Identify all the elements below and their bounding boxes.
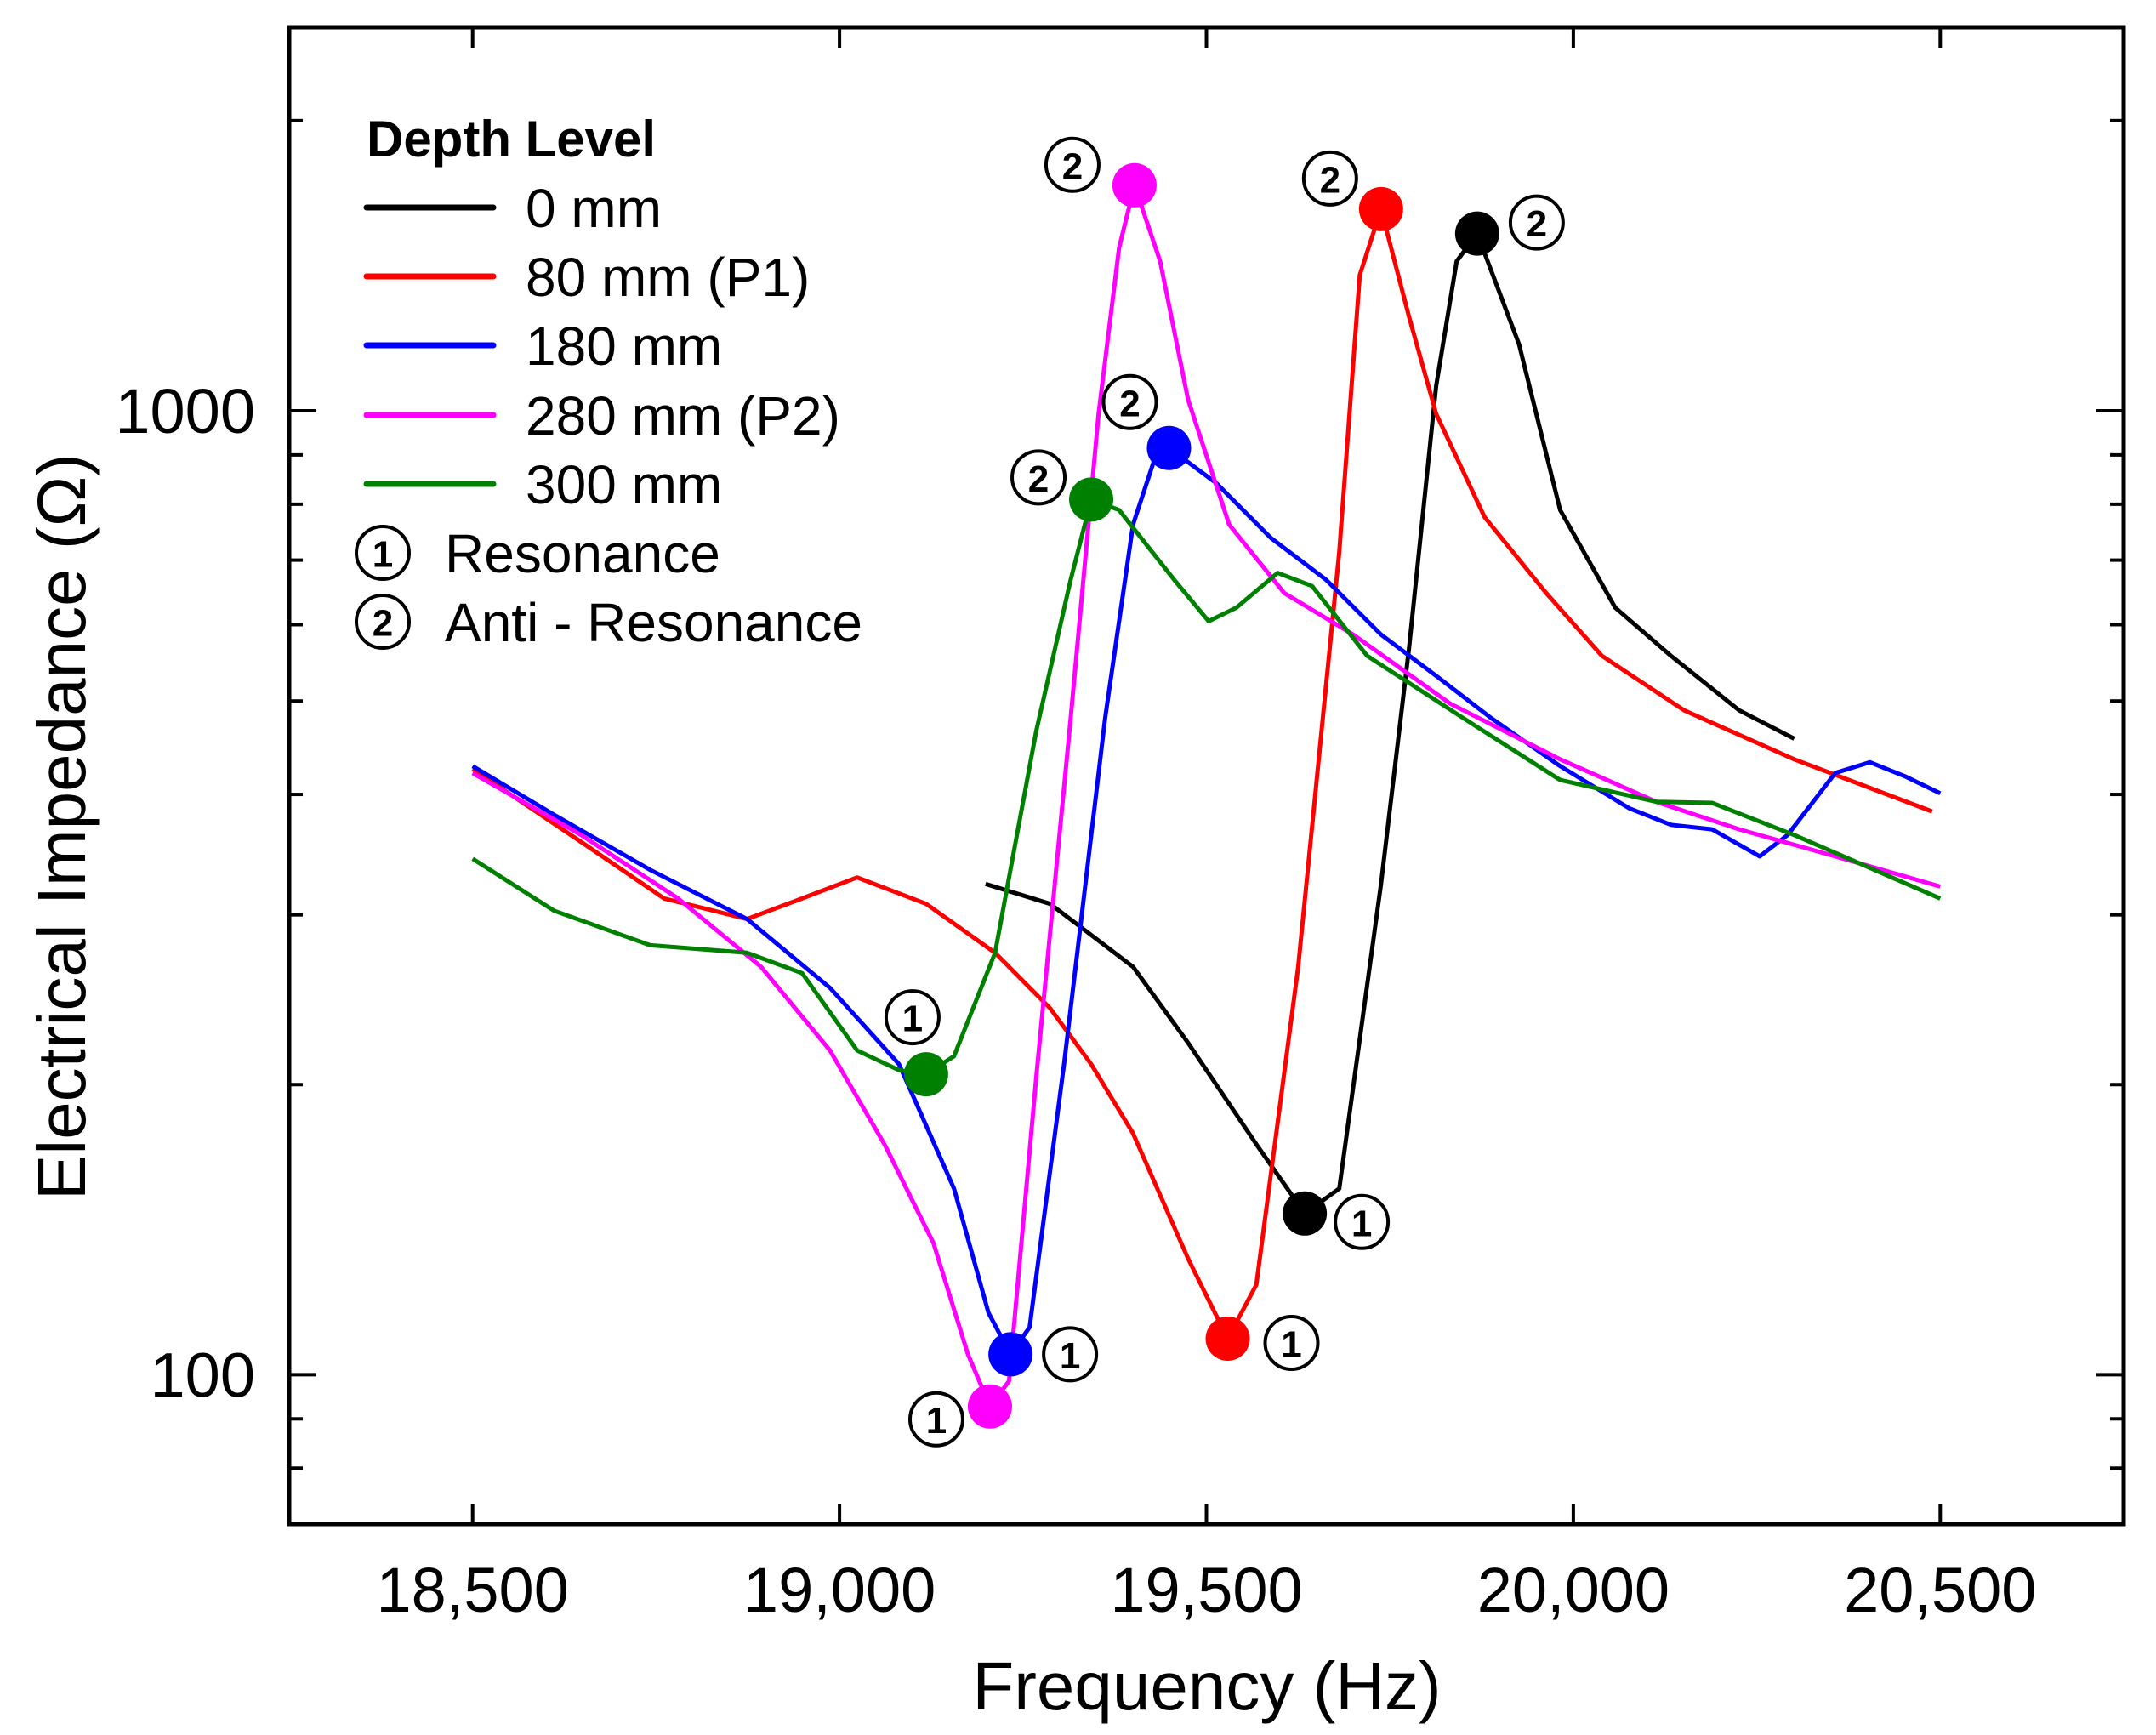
circled-number-icon [1334, 1193, 1391, 1250]
x-axis-title: Frequency (Hz) [972, 1648, 1441, 1724]
legend-entry-label: 300 mm [526, 454, 722, 515]
plot-frame [287, 25, 2126, 1527]
legend: Depth Level 0 mm 80 mm (P1) 180 mm 280 mm (… [355, 111, 862, 653]
x-tick-label: 19,000 [743, 1555, 936, 1625]
resonance-marker [967, 1384, 1012, 1429]
legend-marker-symbol: 2 [373, 603, 393, 645]
legend-entry-label: 180 mm [526, 316, 722, 377]
y-tick-label: 1000 [115, 376, 255, 447]
x-tick-label: 19,500 [1110, 1555, 1302, 1625]
legend-entry-label: 80 mm (P1) [526, 247, 810, 308]
circled-number-icon [355, 525, 411, 581]
anti-resonance-marker [1112, 162, 1157, 208]
x-tick-label: 20,000 [1477, 1555, 1670, 1625]
series-line-0-mm [985, 231, 1795, 1216]
anti-resonance-marker [1454, 211, 1499, 256]
resonance-label: 1 [926, 1400, 947, 1442]
anti_resonance-label: 2 [1119, 383, 1140, 424]
anti-resonance-marker [1358, 186, 1403, 231]
anti_resonance-label: 2 [1527, 203, 1547, 245]
resonance-marker [903, 1052, 948, 1097]
resonance-marker [988, 1332, 1033, 1377]
anti_resonance-label: 2 [1062, 145, 1083, 187]
resonance-label: 1 [1351, 1203, 1372, 1244]
circled-number-icon [1042, 1326, 1099, 1383]
series-lines [471, 183, 1942, 1409]
resonance-label: 1 [1060, 1335, 1080, 1377]
point-markers: 1 2 1 2 1 2 1 2 1 2 [884, 136, 1565, 1448]
legend-marker-label: Anti - Resonance [445, 592, 862, 653]
circled-number-icon [907, 1391, 964, 1448]
legend-title: Depth Level [367, 111, 656, 168]
anti-resonance-marker [1146, 425, 1192, 470]
legend-entry-label: 280 mm (P2) [526, 385, 840, 447]
series-line-280-mm-p2- [471, 183, 1941, 1409]
legend-marker-symbol: 1 [373, 534, 393, 576]
circled-number-icon [1044, 136, 1101, 193]
circled-number-icon [884, 989, 941, 1046]
axis-ticks: 18,500 19,000 19,500 20,000 20,500 100 1000 [115, 27, 2124, 1625]
legend-marker-label: Resonance [445, 523, 720, 584]
anti_resonance-label: 2 [1320, 159, 1340, 201]
circled-number-icon [355, 594, 411, 650]
resonance-marker [1205, 1317, 1250, 1362]
circled-number-icon [1101, 373, 1158, 430]
x-tick-label: 18,500 [377, 1555, 569, 1625]
anti_resonance-label: 2 [1028, 458, 1049, 500]
x-tick-label: 20,500 [1844, 1555, 2036, 1625]
legend-entry-label: 0 mm [526, 178, 662, 239]
circled-number-icon [1301, 150, 1358, 207]
y-tick-label: 100 [151, 1340, 255, 1410]
resonance-label: 1 [1281, 1324, 1301, 1366]
circled-number-icon [1508, 194, 1565, 251]
resonance-marker [1283, 1191, 1328, 1236]
anti-resonance-marker [1069, 477, 1114, 522]
y-axis-title: Electrical Impedance (Ω) [24, 453, 100, 1200]
series-line-80-mm-p1- [471, 207, 1933, 1341]
resonance-label: 1 [902, 998, 923, 1040]
circled-number-icon [1263, 1315, 1320, 1372]
circled-number-icon [1010, 449, 1067, 506]
